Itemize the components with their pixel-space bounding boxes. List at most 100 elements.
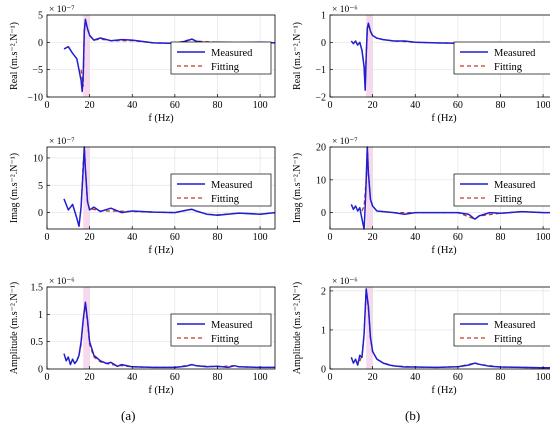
plot-b2-x-tick-label-0: 0 xyxy=(328,232,333,243)
plot-b3-legend-box xyxy=(453,313,550,347)
plot-a1-y-tick-label-2: 0 xyxy=(38,38,43,49)
plot-a1-y-tick-label-3: 5 xyxy=(38,11,43,22)
plot-b3-x-tick-label-0: 0 xyxy=(328,372,333,383)
plot-b3-x-tick-label-5: 100 xyxy=(536,372,550,383)
plot-b3-legend-measured-label: Measured xyxy=(494,320,536,331)
plot-b1-x-tick-label-2: 40 xyxy=(410,100,420,111)
plot-b2-x-tick-label-4: 80 xyxy=(495,232,505,243)
plot-a1-legend-box xyxy=(170,41,272,75)
plot-a3-x-tick-label-3: 60 xyxy=(170,372,180,383)
plot-b3-x-tick-label-1: 20 xyxy=(368,372,378,383)
plot-a2-y-axis-label: Imag (m.s⁻².N⁻¹) xyxy=(9,153,20,223)
plot-b1-y-tick-label-1: −1 xyxy=(315,65,326,76)
plot-a3-x-tick-label-0: 0 xyxy=(45,372,50,383)
plot-b1-resonance-band xyxy=(366,15,373,97)
plot-a2-x-tick-label-5: 100 xyxy=(253,232,268,243)
plot-a2-x-tick-label-1: 20 xyxy=(85,232,95,243)
panel-letter-a: (a) xyxy=(121,408,136,423)
plot-b2-y-tick-label-1: 10 xyxy=(316,175,326,186)
plot-b1-x-tick-label-0: 0 xyxy=(328,100,333,111)
plot-a2-y-tick-label-2: 10 xyxy=(33,153,43,164)
plot-a1-x-tick-label-5: 100 xyxy=(253,100,268,111)
plot-a3-legend-measured-label: Measured xyxy=(211,320,253,331)
plot-a1-resonance-band xyxy=(83,15,90,97)
plot-a1-x-tick-label-1: 20 xyxy=(85,100,95,111)
plot-a1-x-axis-label: f (Hz) xyxy=(148,113,174,124)
plot-a1-exponent-label: × 10⁻⁷ xyxy=(49,5,75,15)
plot-b2-x-tick-label-3: 60 xyxy=(453,232,463,243)
plot-a1-x-tick-label-2: 40 xyxy=(127,100,137,111)
plot-b2-legend-measured-label: Measured xyxy=(494,180,536,191)
plot-a3-exponent-label: × 10⁻⁶ xyxy=(49,277,75,287)
plot-b2-x-tick-label-1: 20 xyxy=(368,232,378,243)
plot-b2-x-tick-label-2: 40 xyxy=(410,232,420,243)
plot-b2-x-axis-label: f (Hz) xyxy=(431,245,457,256)
plot-a3-measured-line xyxy=(63,301,275,369)
plot-b3-x-tick-label-3: 60 xyxy=(453,372,463,383)
plot-a1-y-tick-label-1: −5 xyxy=(32,65,43,76)
plot-a2-y-tick-label-1: 5 xyxy=(38,181,43,192)
plot-a1-y-tick-label-0: −10 xyxy=(27,93,43,104)
panel-letter-b: (b) xyxy=(405,408,421,423)
plot-b1-x-tick-label-3: 60 xyxy=(453,100,463,111)
plot-a3-x-tick-label-1: 20 xyxy=(85,372,95,383)
plot-a2-measured-line xyxy=(63,146,276,228)
plot-b3-exponent-label: × 10⁻⁶ xyxy=(332,277,358,287)
plot-a3-y-tick-label-0: 0 xyxy=(38,365,43,376)
plot-b1-y-tick-label-0: −2 xyxy=(315,93,326,104)
plot-b3-y-tick-label-2: 2 xyxy=(321,286,326,297)
plot-b1-x-tick-label-4: 80 xyxy=(495,100,505,111)
plot-a2-x-tick-label-4: 80 xyxy=(212,232,222,243)
plot-b3-measured-line xyxy=(350,288,550,369)
plot-b3-legend-fitting-label: Fitting xyxy=(494,334,523,345)
plot-a1-legend-fitting-label: Fitting xyxy=(211,62,240,73)
plot-b2-exponent-label: × 10⁻⁷ xyxy=(332,137,358,147)
plot-a3-legend-fitting-label: Fitting xyxy=(211,334,240,345)
plot-b1-legend-fitting-label: Fitting xyxy=(494,62,523,73)
plot-b2-y-axis-label: Imag (m.s⁻².N⁻¹) xyxy=(292,153,303,223)
plot-a3-y-axis-label: Amplitude (m.s⁻².N⁻¹) xyxy=(9,282,20,374)
plot-b3-axes-box xyxy=(329,286,550,370)
plot-a2-x-axis-label: f (Hz) xyxy=(148,245,174,256)
plot-b2-x-tick-label-5: 100 xyxy=(536,232,550,243)
plot-a3-y-tick-label-3: 1.5 xyxy=(31,283,44,294)
plot-b1-y-tick-label-2: 0 xyxy=(321,38,326,49)
plot-a3-x-tick-label-4: 80 xyxy=(212,372,222,383)
plot-b1-x-tick-label-5: 100 xyxy=(536,100,550,111)
plot-a2-y-tick-label-0: 0 xyxy=(38,208,43,219)
plot-a3-legend-box xyxy=(170,313,272,347)
plot-a2-x-tick-label-0: 0 xyxy=(45,232,50,243)
plot-a1-y-axis-label: Real (m.s⁻².N⁻¹) xyxy=(9,22,20,90)
plot-b3-y-tick-label-1: 1 xyxy=(321,325,326,336)
plot-a3-y-tick-label-2: 1 xyxy=(38,310,43,321)
plot-a3-x-tick-label-5: 100 xyxy=(253,372,268,383)
plot-b1-y-axis-label: Real (m.s⁻².N⁻¹) xyxy=(292,22,303,90)
plot-b1-legend-box xyxy=(453,41,550,75)
plot-a1-x-tick-label-3: 60 xyxy=(170,100,180,111)
plot-a1-axes-box xyxy=(46,14,276,98)
plot-b3-y-tick-label-0: 0 xyxy=(321,365,326,376)
plot-a3-x-tick-label-2: 40 xyxy=(127,372,137,383)
plot-a2-legend-fitting-label: Fitting xyxy=(211,194,240,205)
plot-a2-x-tick-label-3: 60 xyxy=(170,232,180,243)
plot-b1-x-tick-label-1: 20 xyxy=(368,100,378,111)
plot-b1-exponent-label: × 10⁻⁶ xyxy=(332,5,358,15)
plot-b2-legend-fitting-label: Fitting xyxy=(494,194,523,205)
plot-b2-legend-box xyxy=(453,173,550,207)
plot-b3-x-tick-label-2: 40 xyxy=(410,372,420,383)
plot-b2-axes-box xyxy=(329,146,550,230)
plot-b1-x-axis-label: f (Hz) xyxy=(431,113,457,124)
plot-a3-resonance-band xyxy=(83,287,90,369)
plot-b1-y-tick-label-3: 1 xyxy=(321,11,326,22)
plot-a2-x-tick-label-2: 40 xyxy=(127,232,137,243)
plot-b2-y-tick-label-2: 20 xyxy=(316,143,326,154)
plot-a3-y-tick-label-1: 0.5 xyxy=(31,337,44,348)
plot-b3-x-axis-label: f (Hz) xyxy=(431,385,457,396)
plot-a3-x-axis-label: f (Hz) xyxy=(148,385,174,396)
plot-a2-exponent-label: × 10⁻⁷ xyxy=(49,137,75,147)
plot-a2-axes-box xyxy=(46,146,276,230)
plot-a1-legend-measured-label: Measured xyxy=(211,48,253,59)
plot-b2-measured-line xyxy=(350,146,550,230)
plot-b3-y-axis-label: Amplitude (m.s⁻².N⁻¹) xyxy=(292,282,303,374)
